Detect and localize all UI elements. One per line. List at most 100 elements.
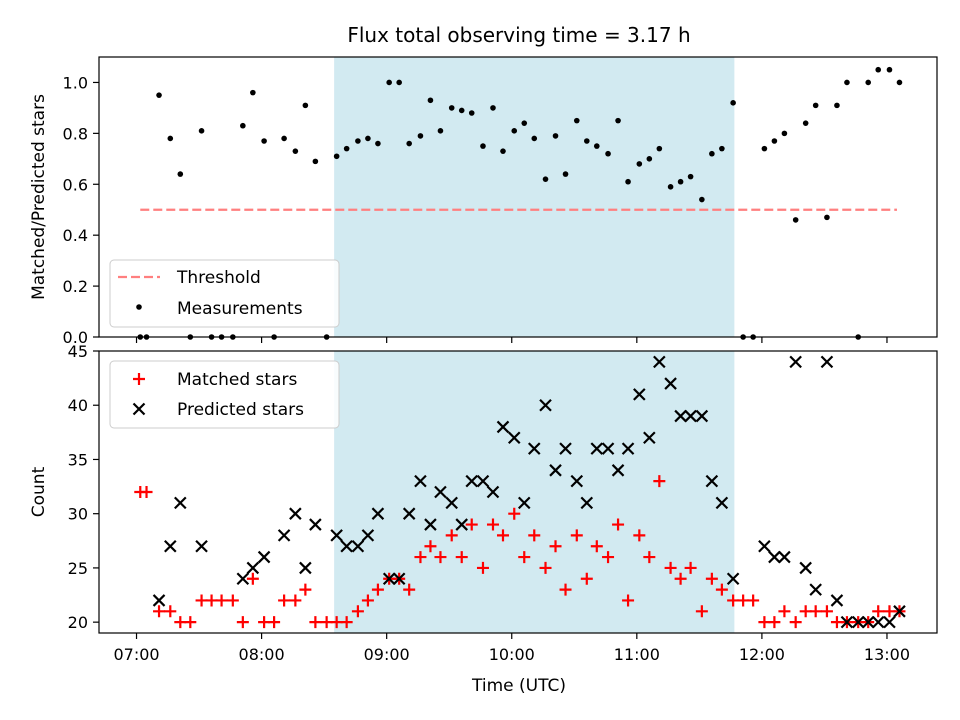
predicted-star-point bbox=[195, 539, 208, 553]
y-axis-title: Count bbox=[29, 466, 49, 517]
measurement-point bbox=[562, 171, 569, 177]
matched-star-point bbox=[539, 561, 552, 574]
matched-star-point bbox=[476, 561, 489, 574]
matched-star-point bbox=[737, 594, 750, 607]
matched-star-point bbox=[164, 605, 177, 618]
measurement-point bbox=[292, 148, 299, 154]
measurement-point bbox=[490, 105, 496, 111]
predicted-star-point bbox=[486, 485, 500, 499]
predicted-star-point bbox=[402, 507, 416, 520]
measurement-point bbox=[886, 66, 893, 73]
matched-star-point bbox=[184, 616, 197, 629]
predicted-star-point bbox=[643, 431, 656, 445]
legend-matched-swatch bbox=[133, 373, 145, 385]
predicted-star-point bbox=[820, 355, 834, 369]
matched-star-point bbox=[215, 594, 228, 607]
matched-star-point bbox=[622, 594, 635, 607]
measurement-point bbox=[802, 120, 809, 126]
predicted-star-point bbox=[851, 615, 865, 629]
measurement-point bbox=[656, 145, 663, 152]
predicted-star-point bbox=[633, 388, 646, 401]
predicted-star-point bbox=[236, 572, 250, 586]
predicted-star-point bbox=[382, 572, 396, 586]
matched-star-point bbox=[612, 518, 625, 531]
x-tick-label: 12:00 bbox=[739, 645, 785, 664]
measurement-point bbox=[844, 79, 850, 86]
predicted-star-point bbox=[164, 539, 177, 553]
predicted-star-point bbox=[277, 529, 291, 542]
matched-star-point bbox=[758, 616, 771, 629]
predicted-star-point bbox=[392, 572, 406, 586]
predicted-star-point bbox=[539, 398, 552, 412]
matched-star-point bbox=[226, 594, 239, 607]
legend-label: Threshold bbox=[176, 268, 261, 288]
predicted-star-point bbox=[621, 442, 635, 455]
matched-star-point bbox=[653, 475, 666, 488]
measurement-point bbox=[709, 150, 715, 157]
matched-star-point bbox=[278, 594, 291, 607]
count-panel: 07:00 08:00 09:00 10:00 11:00 12:00 13:00 20 25 3… bbox=[29, 342, 938, 664]
measurement-point bbox=[771, 138, 778, 144]
matched-star-point bbox=[872, 605, 885, 618]
legend-label: Predicted stars bbox=[177, 400, 304, 420]
observing-span bbox=[334, 57, 735, 337]
x-tick-label: 10:00 bbox=[489, 645, 535, 664]
matched-star-point bbox=[140, 486, 153, 498]
matched-star-point bbox=[559, 583, 572, 596]
predicted-star-point bbox=[445, 496, 458, 510]
matched-star-point bbox=[340, 616, 353, 629]
measurement-point bbox=[552, 133, 559, 139]
y-tick-label: 0.2 bbox=[63, 277, 88, 296]
predicted-star-point bbox=[674, 409, 687, 423]
x-tick-label: 08:00 bbox=[239, 645, 285, 664]
matched-star-point bbox=[705, 572, 718, 585]
matched-star-point bbox=[371, 583, 384, 596]
predicted-star-point bbox=[768, 550, 781, 564]
predicted-star-point bbox=[590, 442, 604, 455]
matched-star-point bbox=[320, 616, 333, 629]
y-tick-label: 20 bbox=[68, 613, 88, 632]
predicted-star-point bbox=[883, 615, 896, 629]
matched-star-point bbox=[445, 529, 458, 542]
matched-star-point bbox=[351, 605, 364, 618]
predicted-star-point bbox=[684, 409, 697, 423]
predicted-star-point bbox=[174, 496, 187, 510]
y-tick-label: 25 bbox=[68, 559, 88, 578]
measurement-point bbox=[281, 135, 287, 142]
measurement-point bbox=[417, 133, 424, 139]
predicted-star-point bbox=[871, 615, 885, 629]
predicted-star-point bbox=[778, 550, 791, 564]
measurement-point bbox=[896, 79, 903, 86]
figure-title: Flux total observing time = 3.17 h bbox=[347, 23, 690, 47]
matched-star-point bbox=[747, 594, 760, 607]
predicted-star-point bbox=[601, 442, 615, 455]
matched-star-point bbox=[153, 605, 166, 618]
predicted-star-point bbox=[758, 539, 771, 553]
matched-star-point bbox=[299, 583, 312, 596]
x-tick-label: 07:00 bbox=[113, 645, 159, 664]
y-tick-label: 0.8 bbox=[63, 124, 88, 143]
measurement-point bbox=[542, 176, 549, 182]
measurement-point bbox=[167, 135, 174, 142]
measurement-point bbox=[437, 128, 444, 134]
matched-star-point bbox=[590, 540, 603, 553]
measurement-point bbox=[312, 158, 319, 165]
measurement-point bbox=[573, 117, 580, 124]
predicted-star-point bbox=[715, 496, 729, 510]
measurement-point bbox=[531, 135, 538, 142]
measurement-point bbox=[761, 145, 768, 152]
measurement-point bbox=[468, 110, 475, 116]
measurement-point bbox=[605, 150, 611, 157]
measurement-point bbox=[834, 102, 840, 109]
ratio-panel: 0.0 0.2 0.4 0.6 0.8 1.0 Matched/Predicted star… bbox=[29, 56, 938, 347]
measurement-point bbox=[812, 102, 819, 109]
measurement-point bbox=[386, 79, 392, 86]
predicted-star-point bbox=[559, 442, 572, 455]
predicted-star-point bbox=[507, 431, 521, 445]
predicted-star-point bbox=[414, 474, 427, 488]
measurement-point bbox=[593, 143, 600, 149]
matched-star-point bbox=[361, 594, 374, 607]
predicted-star-point bbox=[664, 377, 677, 390]
matched-star-point bbox=[883, 605, 896, 618]
matched-star-point bbox=[309, 616, 322, 629]
